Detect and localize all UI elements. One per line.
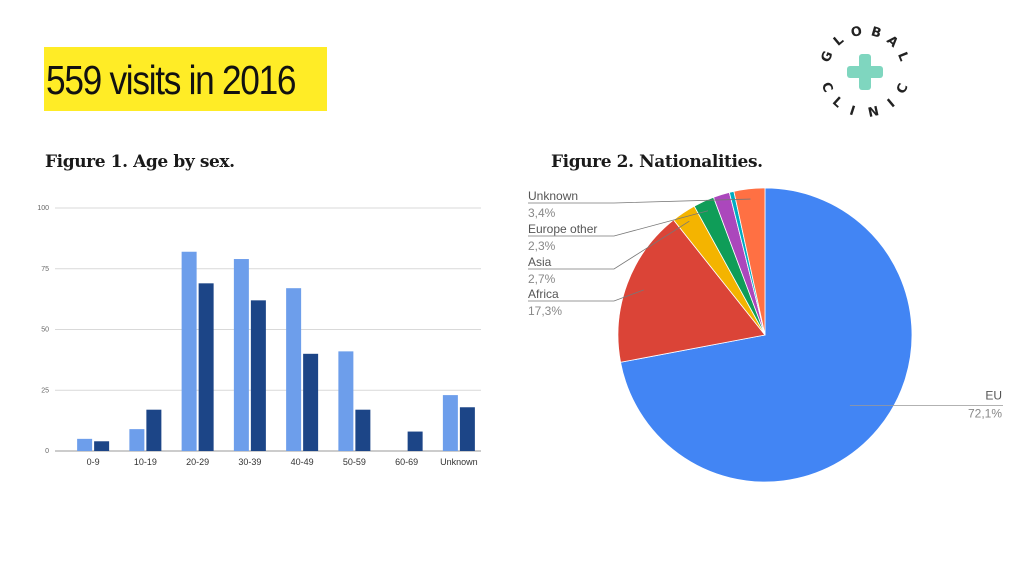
logo-letter: G <box>818 49 836 65</box>
x-tick-label: 20-29 <box>186 457 209 467</box>
pie-label-name: Africa <box>528 287 559 301</box>
bar <box>250 300 266 451</box>
pie-label-name: Unknown <box>528 189 578 203</box>
bar <box>198 283 214 451</box>
x-tick-label: 10-19 <box>134 457 157 467</box>
title-highlight: 559 visits in 2016 <box>44 47 327 111</box>
y-tick-label: 75 <box>41 266 49 273</box>
pie-label-name: EU <box>985 388 1002 402</box>
bar <box>146 409 162 451</box>
logo-letter: L <box>831 33 847 50</box>
y-tick-label: 50 <box>41 327 49 334</box>
pie-label-value: 2,7% <box>528 272 556 286</box>
bar <box>338 351 354 451</box>
bar <box>286 288 302 451</box>
logo-letter: I <box>848 104 857 120</box>
logo-letter: L <box>894 50 911 63</box>
x-tick-label: 60-69 <box>395 457 418 467</box>
x-tick-label: 0-9 <box>87 457 100 467</box>
y-tick-label: 100 <box>37 205 49 212</box>
bar <box>77 438 93 451</box>
pie-slice <box>733 187 766 336</box>
bar <box>407 431 423 451</box>
bar <box>233 259 249 451</box>
pie-label-name: Europe other <box>528 222 597 236</box>
x-tick-label: 40-49 <box>291 457 314 467</box>
pie-label-value: 3,4% <box>528 206 556 220</box>
logo-letter: L <box>829 94 845 111</box>
logo-letter: A <box>883 33 901 51</box>
x-tick-label: 30-39 <box>238 457 261 467</box>
pie-label-value: 2,3% <box>528 239 556 253</box>
figure1-caption: Figure 1. Age by sex. <box>45 152 235 172</box>
bar <box>303 353 319 451</box>
pie-slice <box>620 187 913 483</box>
x-tick-label: 50-59 <box>343 457 366 467</box>
y-tick-label: 25 <box>41 387 49 394</box>
bar <box>355 409 371 451</box>
bar <box>459 407 475 451</box>
pie-label-name: Asia <box>528 255 552 269</box>
x-tick-label: Unknown <box>440 457 478 467</box>
pie-label-value: 17,3% <box>528 304 562 318</box>
logo-letter: B <box>869 24 883 41</box>
bar <box>181 251 197 451</box>
leader-line <box>528 210 709 237</box>
pie-slice <box>617 219 766 363</box>
logo-letter: C <box>894 81 912 96</box>
y-tick-label: 0 <box>45 448 49 455</box>
leader-line <box>528 289 644 302</box>
pie-chart: EU 72,1% Unknown 3,4% Europe other 2,3% Asia 2,… <box>528 187 1003 483</box>
cross-icon <box>847 66 883 78</box>
figure2-caption: Figure 2. Nationalities. <box>551 152 763 172</box>
bar <box>442 395 458 451</box>
logo-letter: C <box>818 80 835 94</box>
logo-letter: N <box>867 104 881 121</box>
pie-label-value: 72,1% <box>968 406 1002 420</box>
bar-chart: 0 25 50 75 100 0-9 10-19 20-29 30-39 40-49 50-59 60… <box>37 205 481 467</box>
leader-line <box>528 220 690 270</box>
logo-letter: I <box>885 96 898 111</box>
logo-letter: O <box>850 24 864 41</box>
bar <box>129 429 145 451</box>
leader-line <box>528 198 751 204</box>
bar <box>94 441 110 451</box>
page-title: 559 visits in 2016 <box>46 57 297 103</box>
